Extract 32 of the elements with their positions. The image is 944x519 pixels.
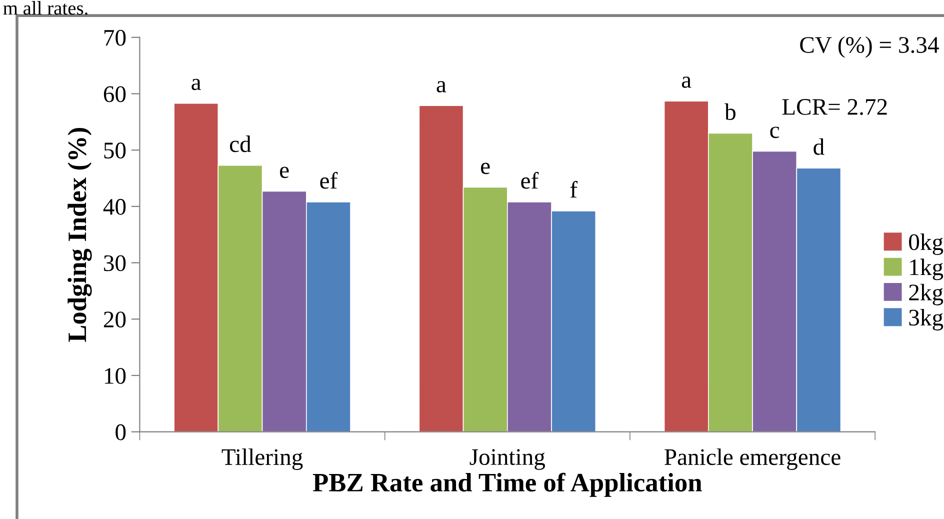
legend-label: 1kg [910,258,944,280]
annotation: CV (%) = 3.34 [800,36,939,58]
data-label: cd [230,136,252,152]
data-label: f [570,180,578,198]
x-tick-label: Jointing [470,449,545,470]
y-tick-label: 50 [104,142,126,158]
legend-label: 0kg [909,234,944,255]
y-axis-title: Lodging Index (%) [68,128,92,342]
data-label: a [192,78,202,90]
y-tick-label: 40 [103,198,126,215]
data-label: ef [320,172,338,189]
data-label: a [682,76,692,88]
y-tick-label: 10 [104,368,126,384]
x-tick-label: Panicle emergence [664,448,840,470]
data-label: ef [521,172,539,189]
data-label: b [724,103,736,120]
text: m all rates. [3,1,88,15]
data-label: e [481,162,490,174]
y-tick-label: 60 [104,86,126,102]
data-label: c [770,126,780,138]
x-axis-title: PBZ Rate and Time of Application [312,472,702,497]
legend-label: 3kg [909,309,944,330]
x-tick-label: Tillering [222,448,303,470]
data-label: e [280,166,289,178]
data-label: a [436,81,446,92]
annotation: LCR= 2.72 [782,99,887,116]
legend-label: 2kg [909,284,944,306]
data-label: d [814,138,824,155]
y-tick-label: 70 [104,30,126,46]
y-tick-label: 20 [104,312,126,328]
y-tick-label: 30 [104,255,126,272]
y-tick-label: 0 [116,424,126,440]
